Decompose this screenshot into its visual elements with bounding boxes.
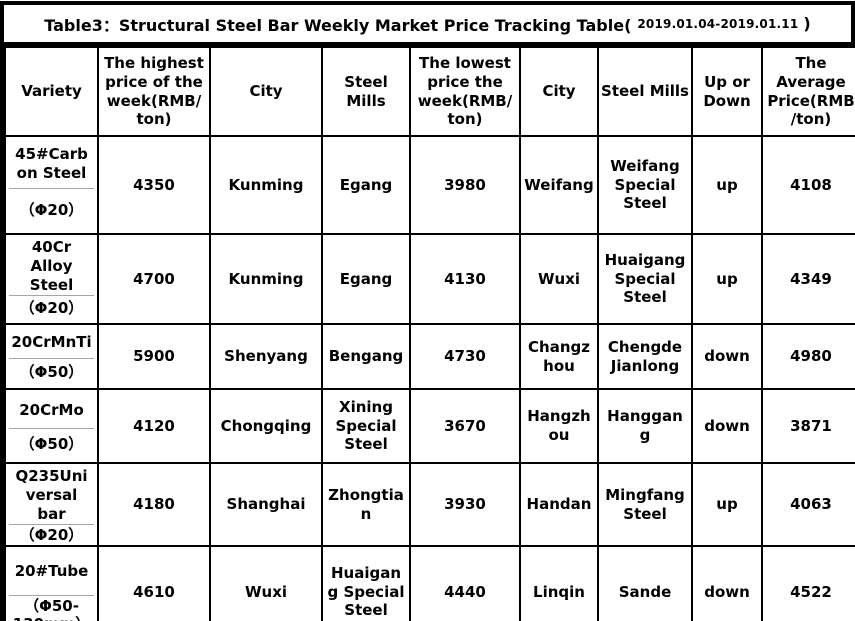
variety-size: （Φ20） <box>19 200 84 219</box>
cell-city-lowest: Linqin <box>519 545 599 621</box>
variety-divider <box>9 188 94 190</box>
cell-average-price: 4980 <box>761 323 855 390</box>
cell-city-lowest: Hangzhou <box>519 388 599 464</box>
title-close-paren: ) <box>803 14 811 33</box>
variety-divider <box>9 358 94 360</box>
table-title: Table3：Structural Steel Bar Weekly Marke… <box>4 5 851 46</box>
variety-size: （Φ20） <box>19 526 84 545</box>
cell-variety: 40Cr Alloy Steel （Φ20） <box>4 233 99 325</box>
header-row: Variety The highest price of the week(RM… <box>4 46 855 137</box>
variety-divider <box>9 594 94 596</box>
cell-highest-price: 5900 <box>97 323 211 390</box>
cell-highest-price: 4120 <box>97 388 211 464</box>
cell-mill-highest: Zhongtian <box>321 462 411 547</box>
cell-city-lowest: Changzhou <box>519 323 599 390</box>
cell-mill-lowest: Hanggang <box>597 388 693 464</box>
column-header-steel-mills-highest: Steel Mills <box>321 46 411 137</box>
cell-variety: 20CrMo （Φ50） <box>4 388 99 464</box>
variety-divider <box>9 428 94 430</box>
column-header-highest-price: The highest price of the week(RMB/ ton) <box>97 46 211 137</box>
cell-lowest-price: 3670 <box>409 388 521 464</box>
cell-mill-highest: Bengang <box>321 323 411 390</box>
cell-lowest-price: 3930 <box>409 462 521 547</box>
cell-mill-lowest: Mingfang Steel <box>597 462 693 547</box>
cell-average-price: 4063 <box>761 462 855 547</box>
table-row: 45#Carbon Steel （Φ20） 4350 Kunming Egang… <box>4 135 855 235</box>
variety-name: 20CrMo <box>19 400 84 419</box>
cell-mill-lowest: Huaigang Special Steel <box>597 233 693 325</box>
table-row: 20CrMnTi （Φ50） 5900 Shenyang Bengang 473… <box>4 323 855 390</box>
variety-size: （Φ50-130mm） <box>13 596 91 621</box>
table-row: 20#Tube （Φ50-130mm） 4610 Wuxi Huaigang S… <box>4 545 855 621</box>
column-header-up-or-down: Up or Down <box>691 46 763 137</box>
cell-average-price: 4522 <box>761 545 855 621</box>
cell-trend: down <box>691 323 763 390</box>
cell-lowest-price: 4130 <box>409 233 521 325</box>
table-row: 40Cr Alloy Steel （Φ20） 4700 Kunming Egan… <box>4 233 855 325</box>
variety-divider <box>9 524 94 526</box>
cell-average-price: 4349 <box>761 233 855 325</box>
cell-trend: down <box>691 545 763 621</box>
cell-city-highest: Shanghai <box>209 462 323 547</box>
cell-trend: up <box>691 233 763 325</box>
column-header-average-price: The Average Price(RMB /ton) <box>761 46 855 137</box>
column-header-steel-mills-lowest: Steel Mills <box>597 46 693 137</box>
cell-highest-price: 4350 <box>97 135 211 235</box>
cell-city-highest: Kunming <box>209 135 323 235</box>
cell-mill-lowest: Weifang Special Steel <box>597 135 693 235</box>
cell-mill-highest: Xining Special Steel <box>321 388 411 464</box>
variety-size: （Φ50） <box>19 363 84 382</box>
cell-city-lowest: Handan <box>519 462 599 547</box>
cell-lowest-price: 3980 <box>409 135 521 235</box>
variety-size: （Φ20） <box>19 299 84 318</box>
table-row: Q235Universal bar （Φ20） 4180 Shanghai Zh… <box>4 462 855 547</box>
cell-mill-lowest: Chengde Jianlong <box>597 323 693 390</box>
column-header-variety: Variety <box>4 46 99 137</box>
cell-variety: 20#Tube （Φ50-130mm） <box>4 545 99 621</box>
variety-name: 20#Tube <box>14 562 89 581</box>
table-row: 20CrMo （Φ50） 4120 Chongqing Xining Speci… <box>4 388 855 464</box>
variety-divider <box>9 295 94 297</box>
cell-highest-price: 4700 <box>97 233 211 325</box>
cell-city-highest: Kunming <box>209 233 323 325</box>
cell-highest-price: 4180 <box>97 462 211 547</box>
cell-mill-highest: Huaigang Special Steel <box>321 545 411 621</box>
cell-city-highest: Wuxi <box>209 545 323 621</box>
cell-average-price: 3871 <box>761 388 855 464</box>
title-main: Table3：Structural Steel Bar Weekly Marke… <box>44 15 632 35</box>
cell-average-price: 4108 <box>761 135 855 235</box>
cell-trend: up <box>691 462 763 547</box>
cell-lowest-price: 4730 <box>409 323 521 390</box>
cell-mill-highest: Egang <box>321 135 411 235</box>
column-header-city-highest: City <box>209 46 323 137</box>
cell-lowest-price: 4440 <box>409 545 521 621</box>
column-header-lowest-price: The lowest price the week(RMB/ ton) <box>409 46 521 137</box>
cell-variety: 45#Carbon Steel （Φ20） <box>4 135 99 235</box>
title-date-range: 2019.01.04-2019.01.11 <box>637 17 799 31</box>
variety-name: 45#Carbon Steel <box>15 144 88 182</box>
column-header-city-lowest: City <box>519 46 599 137</box>
cell-city-highest: Chongqing <box>209 388 323 464</box>
variety-name: Q235Universal bar <box>15 467 88 523</box>
cell-city-lowest: Weifang <box>519 135 599 235</box>
variety-name: 40Cr Alloy Steel <box>29 238 74 294</box>
variety-name: 20CrMnTi <box>11 333 92 352</box>
cell-city-lowest: Wuxi <box>519 233 599 325</box>
cell-mill-highest: Egang <box>321 233 411 325</box>
cell-variety: 20CrMnTi （Φ50） <box>4 323 99 390</box>
cell-mill-lowest: Sande <box>597 545 693 621</box>
cell-city-highest: Shenyang <box>209 323 323 390</box>
variety-size: （Φ50） <box>19 435 84 454</box>
cell-variety: Q235Universal bar （Φ20） <box>4 462 99 547</box>
cell-highest-price: 4610 <box>97 545 211 621</box>
price-table: Variety The highest price of the week(RM… <box>4 46 855 621</box>
cell-trend: down <box>691 388 763 464</box>
cell-trend: up <box>691 135 763 235</box>
